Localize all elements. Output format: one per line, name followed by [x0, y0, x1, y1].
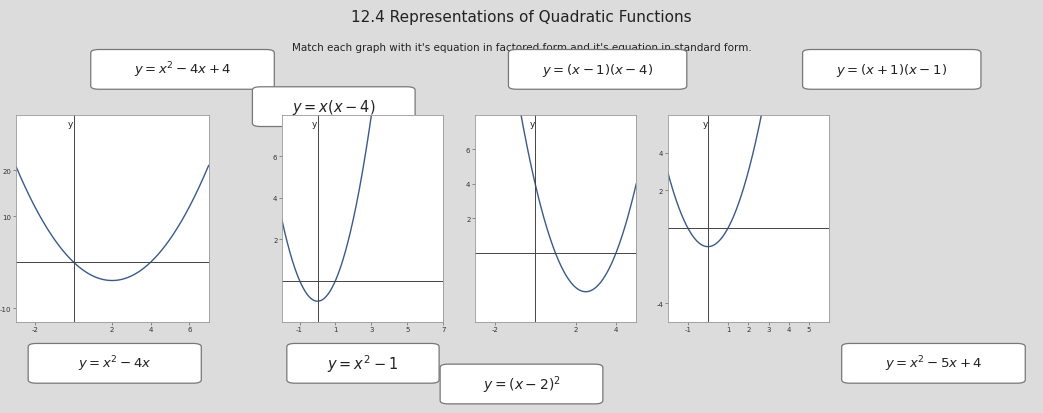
Text: $y = x^2 - 1$: $y = x^2 - 1$ — [328, 353, 398, 374]
Text: $y = (x-1)(x-4)$: $y = (x-1)(x-4)$ — [542, 62, 653, 79]
Text: y: y — [68, 120, 73, 129]
FancyBboxPatch shape — [508, 50, 686, 90]
Text: $y = x^2 - 5x + 4$: $y = x^2 - 5x + 4$ — [884, 354, 983, 373]
FancyBboxPatch shape — [28, 344, 201, 383]
FancyBboxPatch shape — [91, 50, 274, 90]
Text: $y = (x - 2)^2$: $y = (x - 2)^2$ — [483, 373, 560, 395]
Text: $y = x^2 - 4x + 4$: $y = x^2 - 4x + 4$ — [134, 60, 232, 80]
Text: y: y — [312, 120, 317, 129]
FancyBboxPatch shape — [252, 88, 415, 127]
FancyBboxPatch shape — [803, 50, 980, 90]
Text: y: y — [530, 120, 535, 129]
FancyBboxPatch shape — [287, 344, 439, 383]
Text: y: y — [703, 120, 708, 129]
Text: $y = (x+1)(x-1)$: $y = (x+1)(x-1)$ — [836, 62, 947, 79]
FancyBboxPatch shape — [842, 344, 1025, 383]
Text: 12.4 Representations of Quadratic Functions: 12.4 Representations of Quadratic Functi… — [351, 10, 692, 25]
Text: Match each graph with it's equation in factored form and it's equation in standa: Match each graph with it's equation in f… — [292, 43, 751, 53]
FancyBboxPatch shape — [440, 364, 603, 404]
Text: $y = x^2 - 4x$: $y = x^2 - 4x$ — [78, 354, 151, 373]
Text: $y = x(x - 4)$: $y = x(x - 4)$ — [292, 98, 375, 117]
